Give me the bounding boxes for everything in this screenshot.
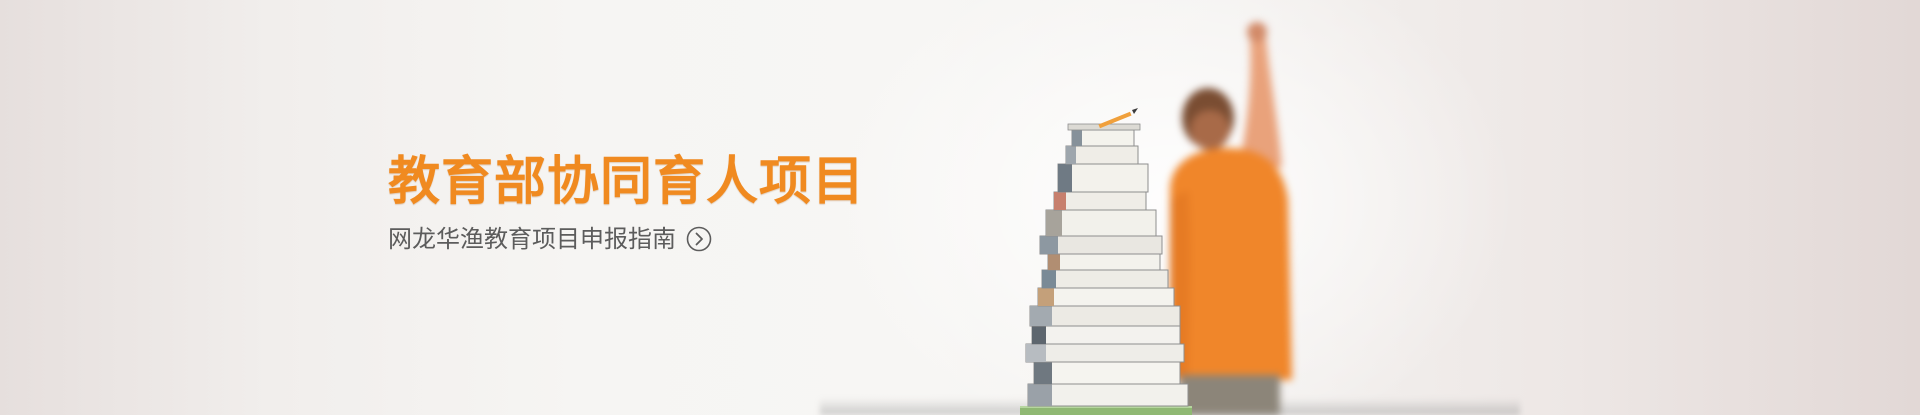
book-stack xyxy=(1020,108,1192,415)
application-guide-link[interactable]: 网龙华渔教育项目申报指南 xyxy=(388,226,712,252)
banner-headline: 教育部协同育人项目 xyxy=(388,152,866,212)
books-and-person-illustration xyxy=(1020,0,1350,415)
chevron-right-circle-icon[interactable] xyxy=(686,226,712,252)
application-guide-label: 网龙华渔教育项目申报指南 xyxy=(388,225,676,253)
person-illustration xyxy=(1170,22,1292,415)
